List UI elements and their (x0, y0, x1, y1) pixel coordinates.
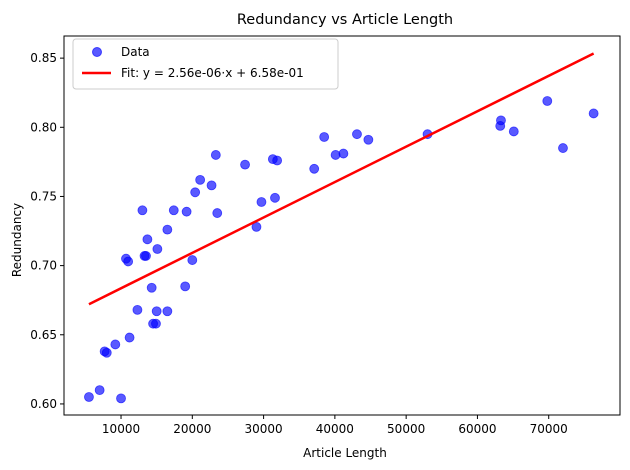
data-point (141, 251, 151, 261)
data-point (132, 304, 143, 315)
legend-label-fit: Fit: y = 2.56e-06·x + 6.58e-01 (121, 66, 304, 80)
data-point (319, 132, 330, 142)
data-point (212, 208, 223, 218)
legend-marker-data (92, 47, 102, 57)
data-point (84, 392, 94, 402)
y-tick-label: 0.85 (30, 51, 57, 65)
data-point (352, 129, 362, 140)
data-point (338, 148, 349, 159)
data-point (142, 234, 153, 245)
data-point (206, 180, 217, 191)
data-point (94, 385, 105, 396)
data-point (256, 197, 267, 207)
y-tick-label: 0.80 (30, 120, 57, 134)
x-tick-label: 50000 (387, 422, 425, 436)
data-point (558, 143, 568, 153)
data-point (151, 318, 161, 329)
plot-frame (63, 35, 621, 416)
y-tick-label: 0.70 (30, 259, 57, 273)
data-point (152, 244, 163, 254)
x-tick-label: 20000 (173, 422, 211, 436)
legend-box (72, 38, 339, 90)
legend: Data Fit: y = 2.56e-06·x + 6.58e-01 (72, 38, 339, 90)
x-tick-label: 40000 (316, 422, 354, 436)
plot-area (63, 35, 621, 416)
data-point (151, 306, 162, 317)
x-tick-label: 30000 (244, 422, 282, 436)
data-point (240, 159, 250, 170)
y-axis-label: Redundancy (10, 203, 24, 277)
data-point (508, 126, 519, 137)
data-point (187, 255, 198, 265)
data-point (588, 108, 599, 119)
data-point (181, 206, 192, 217)
data-point (162, 224, 173, 235)
data-point (123, 256, 134, 267)
x-axis-label: Article Length (303, 446, 387, 460)
data-point (162, 306, 173, 317)
data-point (168, 205, 179, 216)
legend-label-data: Data (121, 45, 150, 59)
x-tick-label: 10000 (102, 422, 140, 436)
data-point (116, 393, 126, 404)
data-point (146, 282, 157, 293)
y-axis: 0.60 0.65 0.70 0.75 0.80 0.85 (30, 51, 64, 411)
y-tick-label: 0.75 (30, 189, 57, 203)
x-tick-label: 70000 (530, 422, 568, 436)
data-point (190, 187, 201, 198)
data-point (270, 192, 280, 203)
x-axis: 10000 20000 30000 40000 50000 60000 70000 (102, 415, 568, 436)
y-tick-label: 0.60 (30, 397, 57, 411)
y-tick-label: 0.65 (30, 328, 57, 342)
data-point (110, 339, 121, 350)
data-point (309, 163, 320, 174)
data-point (272, 155, 283, 166)
fit-line (88, 52, 595, 306)
data-point (124, 332, 135, 343)
data-point (363, 134, 374, 145)
data-point (101, 347, 112, 358)
data-point (210, 150, 221, 160)
data-point (137, 205, 148, 216)
data-point (542, 96, 553, 106)
chart-title: Redundancy vs Article Length (237, 12, 453, 28)
x-tick-label: 60000 (458, 422, 496, 436)
data-point (496, 115, 506, 126)
data-point (180, 281, 191, 292)
data-point (195, 174, 206, 185)
